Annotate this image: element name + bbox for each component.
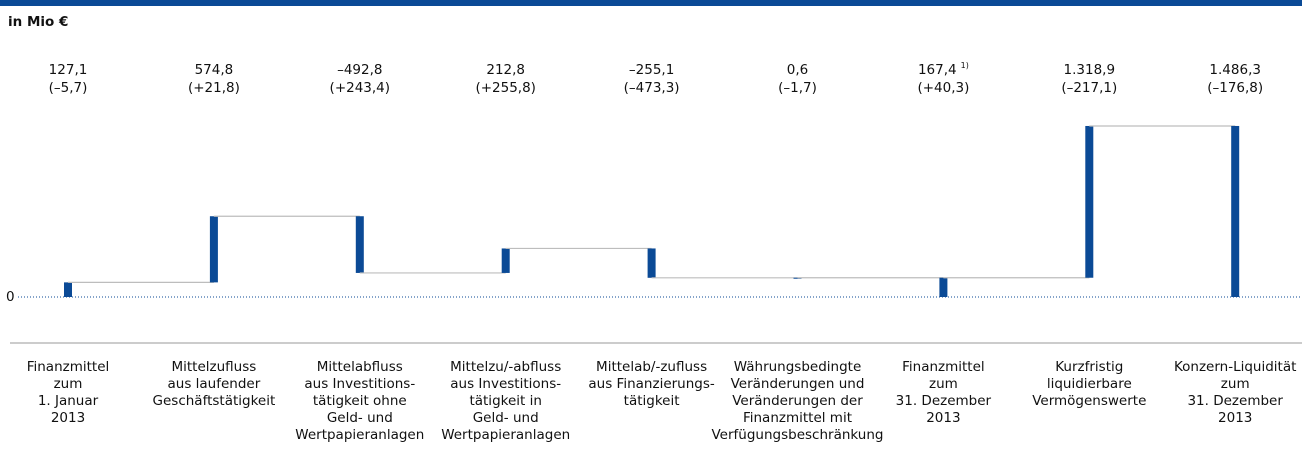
category-label: Mittelabfluss — [317, 359, 403, 375]
category-label: zum — [54, 376, 83, 392]
bar — [1231, 125, 1240, 297]
bar — [1085, 125, 1094, 278]
value-label: –492,8 — [337, 62, 382, 78]
category-label: Konzern-Liquidität — [1174, 359, 1296, 375]
category-label: Finanzmittel mit — [743, 410, 852, 426]
bar — [209, 216, 218, 283]
category-label: Geschäftstätigkeit — [153, 393, 276, 409]
category-label: 1. Januar — [38, 393, 99, 409]
change-label: (–1,7) — [778, 80, 817, 96]
category-label: zum — [929, 376, 958, 392]
category-label: tätigkeit — [624, 393, 680, 409]
change-label: (–5,7) — [49, 80, 88, 96]
category-label: aus Finanzierungs- — [588, 376, 714, 392]
change-label: (–217,1) — [1061, 80, 1117, 96]
value-label-text: 127,1 — [49, 62, 88, 78]
bar — [647, 248, 656, 278]
category-label: Wertpapieranlagen — [295, 427, 424, 443]
value-label: 574,8 — [195, 62, 234, 78]
category-label: Finanzmittel — [902, 359, 985, 375]
category-label: Mittelzu/-abfluss — [450, 359, 561, 375]
category-label: aus laufender — [168, 376, 261, 392]
top-bar — [0, 0, 1302, 6]
value-label: –255,1 — [629, 62, 674, 78]
category-label: Veränderungen und — [731, 376, 865, 392]
change-label: (+21,8) — [188, 80, 240, 96]
value-label-text: 574,8 — [195, 62, 234, 78]
category-label: aus Investitions- — [304, 376, 415, 392]
change-label: (+40,3) — [917, 80, 969, 96]
bar — [501, 248, 510, 273]
value-label-text: 167,4 — [918, 62, 957, 78]
change-label: (+255,8) — [475, 80, 536, 96]
category-label: 31. Dezember — [896, 393, 992, 409]
y-tick-label: 0 — [6, 289, 15, 305]
value-label-text: –255,1 — [629, 62, 674, 78]
bar — [64, 282, 72, 297]
value-label: 127,1 — [49, 62, 88, 78]
category-label: Geld- und — [473, 410, 539, 426]
category-label: liquidierbare — [1047, 376, 1132, 392]
category-label: zum — [1221, 376, 1250, 392]
chart-title: in Mio € — [8, 14, 68, 30]
category-label: 2013 — [51, 410, 85, 426]
change-label: (–473,3) — [624, 80, 680, 96]
category-label: Währungsbedingte — [734, 359, 862, 375]
footnote-mark: 1) — [961, 61, 969, 70]
bar — [355, 216, 364, 273]
change-label: (–176,8) — [1207, 80, 1263, 96]
category-label: 31. Dezember — [1187, 393, 1283, 409]
category-label: aus Investitions- — [450, 376, 561, 392]
value-label-text: 0,6 — [787, 62, 808, 78]
category-label: 2013 — [1218, 410, 1252, 426]
category-label: Geld- und — [327, 410, 393, 426]
category-label: Finanzmittel — [27, 359, 110, 375]
category-label: Veränderungen der — [732, 393, 863, 409]
category-label: Kurzfristig — [1055, 359, 1123, 375]
category-label: Mittelzufluss — [171, 359, 256, 375]
value-label-text: 1.486,3 — [1209, 62, 1261, 78]
category-label: tätigkeit ohne — [313, 393, 407, 409]
value-label: 1.318,9 — [1064, 62, 1116, 78]
category-label: Mittelab/-zufluss — [596, 359, 707, 375]
category-label: Verfügungsbeschränkung — [712, 427, 884, 443]
category-label: Vermögenswerte — [1032, 393, 1146, 409]
value-label: 167,4 1) — [918, 61, 969, 79]
value-label-text: 212,8 — [486, 62, 525, 78]
change-label: (+243,4) — [330, 80, 391, 96]
category-label: Wertpapieranlagen — [441, 427, 570, 443]
value-label: 212,8 — [486, 62, 525, 78]
category-label: 2013 — [926, 410, 960, 426]
value-label: 0,6 — [787, 62, 808, 78]
value-label-text: 1.318,9 — [1064, 62, 1116, 78]
category-label: tätigkeit in — [469, 393, 541, 409]
value-label: 1.486,3 — [1209, 62, 1261, 78]
value-label-text: –492,8 — [337, 62, 382, 78]
bar — [939, 277, 948, 297]
